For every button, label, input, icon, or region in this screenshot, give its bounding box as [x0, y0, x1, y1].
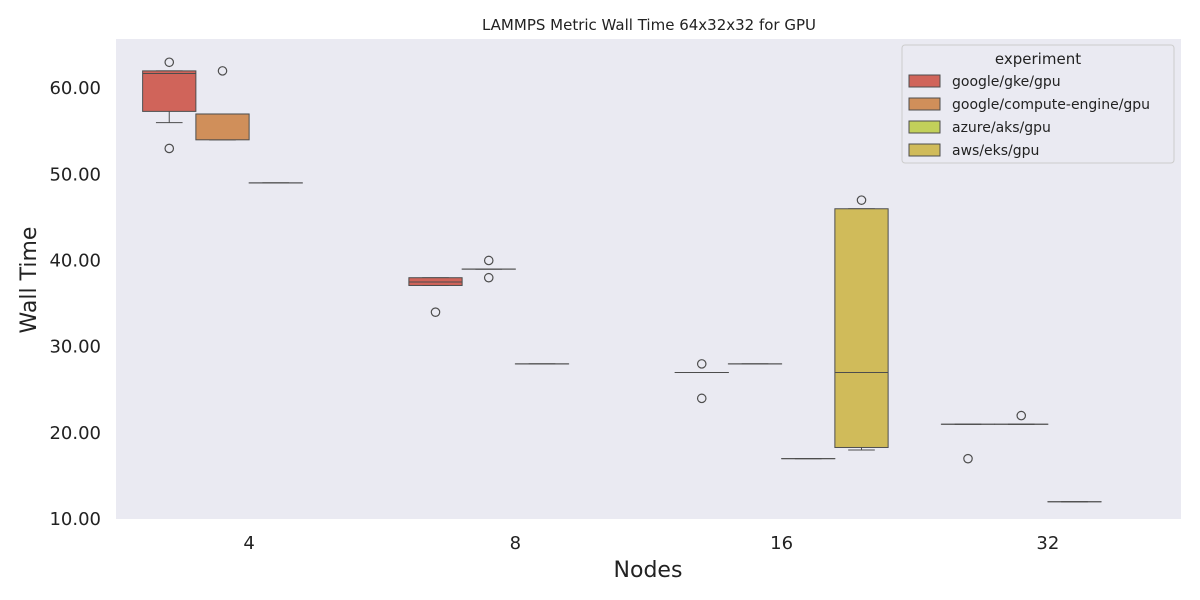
y-tick-label: 20.00 — [49, 423, 101, 444]
outlier-point — [696, 359, 707, 369]
legend-label: aws/eks/gpu — [952, 143, 1039, 159]
outlier-point — [483, 272, 494, 283]
outlier-point — [856, 195, 867, 205]
legend-label: azure/aks/gpu — [952, 120, 1051, 136]
x-axis-label: Nodes — [614, 558, 683, 583]
legend-swatch — [908, 143, 941, 157]
box-google-compute-engine-gpu-4 — [195, 66, 250, 141]
box-iqr — [195, 113, 250, 141]
legend-swatch — [908, 74, 941, 88]
x-axis: 4 8 16 32 — [243, 533, 1059, 554]
outlier-point — [1016, 410, 1027, 421]
x-tick-label: 8 — [510, 533, 521, 554]
outlier-point — [164, 143, 175, 154]
outlier-point — [164, 57, 175, 68]
box-google-gke-gpu-4 — [142, 57, 197, 154]
x-tick-label: 4 — [243, 533, 254, 554]
chart-title: LAMMPS Metric Wall Time 64x32x32 for GPU — [482, 16, 816, 34]
box-google-gke-gpu-16 — [674, 359, 729, 404]
boxes-layer — [142, 57, 1102, 503]
box-google-compute-engine-gpu-8 — [461, 255, 516, 283]
legend-swatch — [908, 120, 941, 134]
outlier-point — [963, 453, 973, 464]
y-tick-label: 60.00 — [49, 78, 101, 99]
box-iqr — [142, 70, 197, 112]
outlier-point — [217, 66, 228, 76]
box-aws-eks-gpu-16 — [834, 195, 889, 451]
y-axis: 10.00 20.00 30.00 40.00 50.00 60.00 — [49, 78, 101, 530]
legend: experiment google/gke/gpu google/compute-… — [901, 44, 1175, 164]
legend-title: experiment — [995, 50, 1081, 68]
outlier-point — [483, 255, 494, 266]
legend-label: google/compute-engine/gpu — [952, 97, 1150, 113]
legend-label: google/gke/gpu — [952, 74, 1061, 90]
y-axis-label: Wall Time — [17, 227, 42, 334]
box-iqr — [834, 208, 889, 448]
x-tick-label: 16 — [770, 533, 793, 554]
y-tick-label: 30.00 — [49, 337, 101, 358]
outlier-point — [430, 307, 441, 317]
y-tick-label: 10.00 — [49, 509, 101, 530]
box-google-compute-engine-gpu-32 — [994, 410, 1049, 425]
x-tick-label: 32 — [1036, 533, 1059, 554]
legend-frame — [901, 44, 1175, 164]
y-tick-label: 40.00 — [49, 250, 101, 271]
y-tick-label: 50.00 — [49, 164, 101, 185]
box-google-gke-gpu-8 — [408, 277, 463, 317]
legend-swatch — [908, 97, 941, 111]
outlier-point — [696, 393, 707, 404]
